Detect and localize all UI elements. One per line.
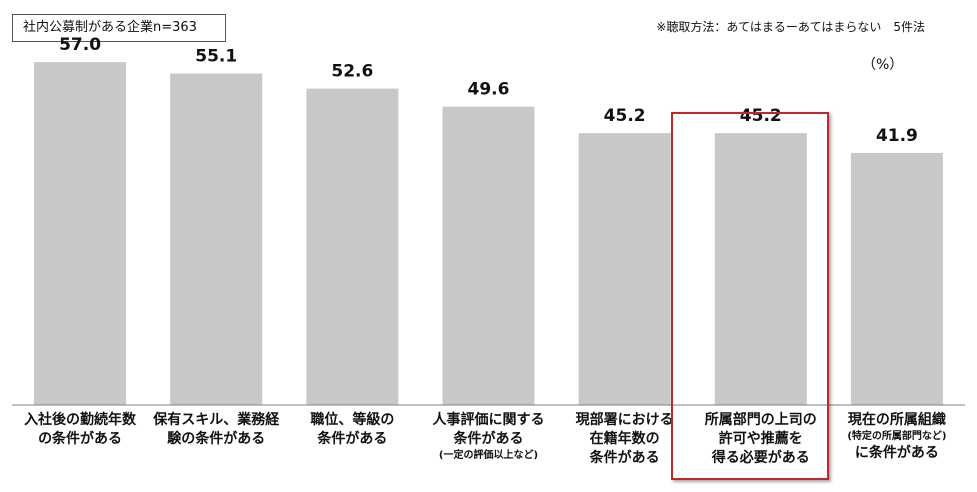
bar-6 [850, 152, 943, 405]
category-label-line: の条件がある [38, 431, 123, 447]
category-label-line: 在籍年数の [589, 431, 660, 447]
bar-5 [714, 133, 807, 405]
category-label-line: 人事評価に関する [432, 412, 545, 428]
category-label-line: 入社後の勤続年数 [24, 412, 137, 428]
category-label-line: 条件がある [453, 431, 524, 447]
value-label-6: 41.9 [876, 126, 918, 146]
category-label-6: 現在の所属組織 (特定の所属部門など) に条件がある [831, 411, 963, 463]
bar-0 [34, 62, 127, 405]
category-label-line: 現在の所属組織 [847, 412, 946, 428]
category-label-line: 許可や推薦を [718, 431, 803, 447]
category-label-line: 験の条件がある [167, 431, 266, 447]
category-label-2: 職位、等級の 条件がある [286, 411, 418, 449]
category-label-line: (一定の評価以上など) [438, 450, 539, 461]
category-label-line: (特定の所属部門など) [847, 431, 947, 442]
value-label-2: 52.6 [331, 62, 373, 82]
category-label-3: 人事評価に関する 条件がある (一定の評価以上など) [423, 411, 555, 463]
value-label-4: 45.2 [604, 106, 646, 126]
bar-3 [442, 106, 535, 405]
category-label-line: 得る必要がある [711, 450, 810, 466]
category-label-5: 所属部門の上司の 許可や推薦を 得る必要がある [695, 411, 827, 468]
category-label-1: 保有スキル、業務経 験の条件がある [150, 411, 282, 449]
category-label-line: 条件がある [589, 450, 660, 466]
value-label-1: 55.1 [195, 47, 237, 67]
highlight-frame [671, 112, 829, 480]
unit-label: （%） [862, 57, 904, 73]
value-label-5: 45.2 [740, 106, 782, 126]
category-label-line: に条件がある [854, 445, 939, 461]
value-label-0: 57.0 [59, 35, 101, 55]
category-label-line: 現部署における [575, 412, 674, 428]
survey-method-note: ※聴取方法：あてはまるーあてはまらない 5件法 [656, 20, 925, 34]
value-label-3: 49.6 [468, 80, 510, 100]
bar-1 [170, 73, 263, 405]
bar-2 [306, 88, 399, 406]
category-label-4: 現部署における 在籍年数の条件がある [559, 411, 691, 468]
category-label-line: 条件がある [317, 431, 388, 447]
category-label-line: 保有スキル、業務経 [153, 412, 280, 428]
category-label-0: 入社後の勤続年数 の条件がある [14, 411, 146, 449]
sample-size-label: 社内公募制がある企業n=363 [12, 14, 226, 42]
category-label-line: 所属部門の上司の [704, 412, 817, 428]
bar-4 [578, 133, 671, 405]
category-label-line: 職位、等級の [310, 412, 395, 428]
